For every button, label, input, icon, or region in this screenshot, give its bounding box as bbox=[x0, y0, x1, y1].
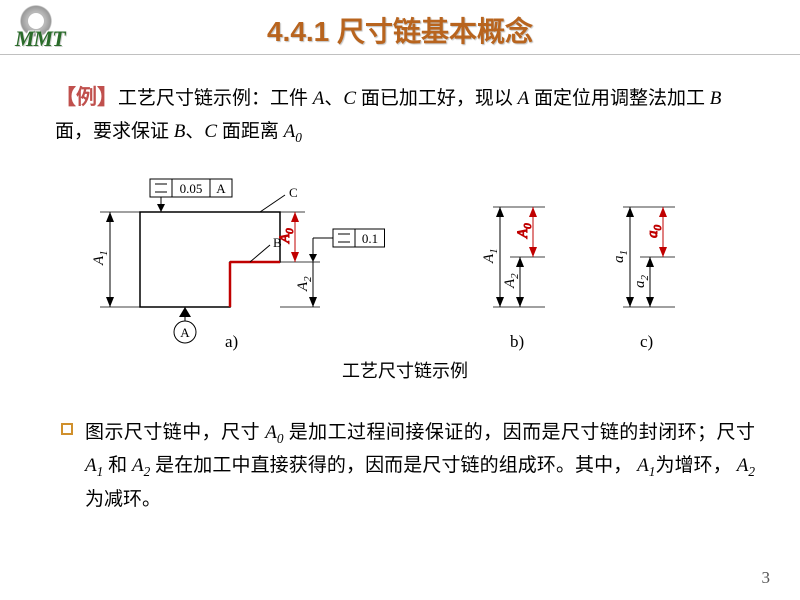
sublabel-c: c) bbox=[640, 332, 653, 352]
diagram-c: a1 a0 a2 bbox=[605, 187, 695, 337]
svg-text:A: A bbox=[180, 325, 190, 340]
svg-text:0.1: 0.1 bbox=[362, 231, 378, 246]
svg-text:A2: A2 bbox=[502, 273, 521, 289]
diagram-area: 0.05 A C B 0.1 C bbox=[55, 167, 755, 397]
svg-text:A1: A1 bbox=[481, 248, 500, 264]
svg-text:a0: a0 bbox=[645, 225, 664, 239]
bullet-icon bbox=[61, 423, 73, 435]
svg-text:A2: A2 bbox=[295, 276, 314, 292]
slide-header: MMT 4.4.1 尺寸链基本概念 bbox=[0, 0, 800, 55]
diagram-caption: 工艺尺寸链示例 bbox=[55, 357, 755, 383]
logo-text: MMT bbox=[15, 26, 65, 52]
svg-text:0.05: 0.05 bbox=[180, 181, 203, 196]
diagram-a: 0.05 A C B 0.1 C bbox=[55, 167, 385, 352]
slide-title: 4.4.1 尺寸链基本概念 bbox=[0, 0, 800, 50]
slide-content: 【例】工艺尺寸链示例：工件 A、C 面已加工好，现以 A 面定位用调整法加工 B… bbox=[0, 55, 800, 516]
svg-text:a2: a2 bbox=[632, 275, 651, 289]
sublabel-a: a) bbox=[225, 332, 238, 352]
sublabel-b: b) bbox=[510, 332, 524, 352]
note-paragraph: 图示尺寸链中，尺寸 A0 是加工过程间接保证的，因而是尺寸链的封闭环；尺寸 A1… bbox=[55, 417, 755, 516]
diagram-b: A1 A0 A2 bbox=[475, 187, 565, 337]
svg-text:a1: a1 bbox=[611, 250, 630, 263]
svg-text:A: A bbox=[216, 181, 226, 196]
svg-text:A1: A1 bbox=[91, 250, 110, 266]
example-paragraph: 【例】工艺尺寸链示例：工件 A、C 面已加工好，现以 A 面定位用调整法加工 B… bbox=[55, 80, 755, 149]
logo: MMT bbox=[5, 2, 95, 52]
svg-text:A0: A0 bbox=[515, 223, 534, 239]
example-label: 【例】 bbox=[55, 85, 118, 109]
svg-text:C: C bbox=[289, 185, 298, 200]
page-number: 3 bbox=[762, 568, 771, 588]
